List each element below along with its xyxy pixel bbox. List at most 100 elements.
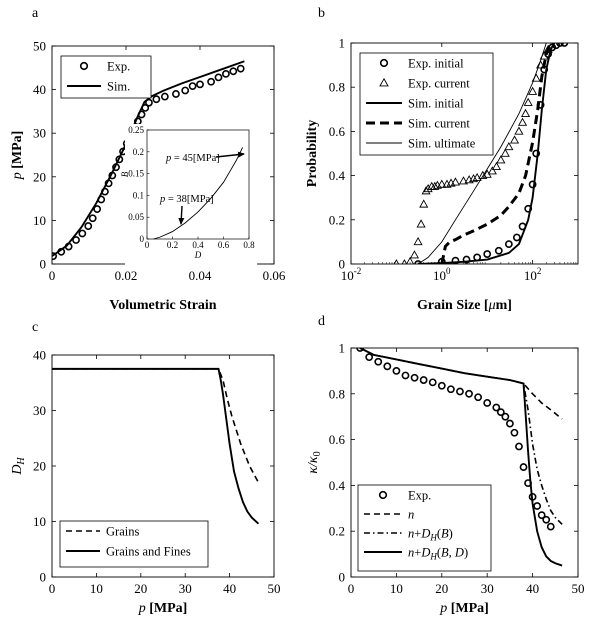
inset-tick-label: 0.15 — [128, 169, 144, 179]
data-point-circle — [528, 180, 537, 189]
data-point-circle — [152, 95, 161, 104]
annotation-arrow — [215, 151, 245, 158]
data-point-triangle — [491, 161, 502, 171]
data-point-circle — [456, 387, 464, 396]
series-line — [52, 368, 260, 484]
inset-tick-label: 0.8 — [243, 240, 255, 250]
chart-panel-c: c 0 10 20 30 40 50 0 10 20 30 40 p [MPa] DH Grains Grai… — [10, 320, 281, 616]
data-point-circle — [474, 393, 483, 402]
data-point-circle — [172, 90, 180, 98]
tick-label: 10 — [90, 581, 103, 596]
tick-label: 0.6 — [329, 124, 346, 139]
data-point-circle — [512, 233, 521, 242]
data-point-circle — [560, 43, 569, 47]
panel-label: b — [318, 6, 325, 21]
data-point-circle — [504, 240, 513, 249]
x-axis-label: p [MPa] — [138, 601, 188, 616]
legend-label: Sim. — [107, 79, 130, 93]
tick-label: 1 — [339, 341, 346, 356]
x-axis-label: Grain Size [μm] — [417, 298, 512, 313]
series-line — [417, 43, 547, 264]
data-point-triangle — [437, 179, 447, 188]
data-point-circle — [537, 511, 546, 520]
data-point-triangle — [430, 181, 440, 190]
series-line — [52, 367, 260, 525]
tick-label: 0.04 — [189, 268, 212, 283]
data-point-triangle — [450, 177, 461, 186]
data-point-circle — [207, 77, 215, 86]
annotation-arrow — [178, 205, 185, 225]
tick-label: 0 — [49, 581, 56, 596]
data-point-circle — [462, 255, 471, 264]
data-point-circle — [160, 92, 169, 101]
data-point-circle — [510, 428, 519, 437]
y-axis-label: DH — [10, 457, 27, 476]
data-point-triangle — [496, 155, 506, 164]
tick-label: 50 — [33, 39, 46, 54]
tick-label: 0.8 — [329, 386, 345, 401]
data-point-circle — [556, 43, 564, 47]
data-point-triangle — [401, 259, 408, 264]
x-axis-label: p [MPa] — [439, 601, 489, 616]
legend-label: Grains — [106, 524, 139, 538]
tick-label: 0.2 — [329, 212, 345, 227]
series-sim-ultimate — [417, 43, 547, 264]
data-point-triangle — [393, 259, 400, 264]
tick-label: 20 — [435, 581, 448, 596]
data-point-circle — [188, 82, 197, 91]
data-point-circle — [214, 73, 223, 82]
inset-tick-label: 0.6 — [218, 240, 230, 250]
panel-label: d — [318, 314, 325, 329]
tick-label: 0 — [40, 257, 47, 272]
inset-annotation: p = 38[MPa] — [159, 194, 214, 205]
data-point-triangle — [517, 117, 528, 126]
chart-panel-d: d 0 10 20 30 40 50 0 0.2 0.4 0.6 0.8 1 p [MPa] κ/κ0 Exp… — [306, 314, 585, 616]
data-point-circle — [196, 80, 204, 89]
y-axis-label: p [MPa] — [10, 131, 25, 181]
inset-tick-label: 0.05 — [128, 212, 144, 222]
data-point-circle — [93, 205, 102, 213]
tick-label: 40 — [223, 581, 236, 596]
legend-box — [59, 520, 209, 568]
legend-label: n — [408, 507, 414, 521]
data-point-circle — [505, 419, 514, 428]
x-axis-label: Volumetric Strain — [109, 298, 216, 313]
tick-label: 0.2 — [329, 524, 345, 539]
tick-label: 0 — [348, 581, 355, 596]
tick-label: 1 — [339, 36, 346, 51]
data-point-triangle — [468, 173, 479, 183]
data-point-triangle — [472, 172, 482, 182]
tick-label: 50 — [268, 581, 281, 596]
panel-label: a — [32, 6, 39, 21]
series-sim-initial — [418, 43, 556, 264]
legend-label: Exp. current — [408, 76, 470, 90]
series-line — [440, 43, 553, 264]
data-point-circle — [379, 58, 389, 68]
data-point-circle — [465, 389, 473, 398]
legend-label: Grains and Fines — [106, 544, 191, 558]
tick-label: 0.02 — [115, 268, 138, 283]
data-point-circle — [378, 490, 388, 500]
tick-label: 20 — [33, 169, 46, 184]
data-point-circle — [532, 149, 541, 158]
data-point-triangle — [487, 166, 497, 175]
data-point-circle — [374, 357, 383, 366]
series-grains — [52, 368, 260, 484]
legend-label: Exp. — [107, 59, 130, 73]
legend-label: Sim. initial — [408, 96, 464, 110]
series-n-dh-b-d- — [359, 348, 563, 567]
tick-label: 10 — [390, 581, 403, 596]
tick-label: 40 — [33, 82, 46, 97]
legend-box — [357, 484, 492, 572]
plot-frame — [350, 42, 579, 265]
tick-label: 40 — [526, 581, 539, 596]
data-point-circle — [542, 515, 551, 524]
data-point-circle — [446, 385, 455, 394]
data-point-circle — [401, 371, 410, 380]
data-point-circle — [229, 67, 238, 76]
inset-tick-label: 0.2 — [167, 240, 178, 250]
data-point-circle — [356, 348, 364, 352]
data-point-circle — [79, 61, 89, 71]
data-point-circle — [181, 86, 190, 95]
legend-label: Sim. current — [408, 116, 470, 130]
